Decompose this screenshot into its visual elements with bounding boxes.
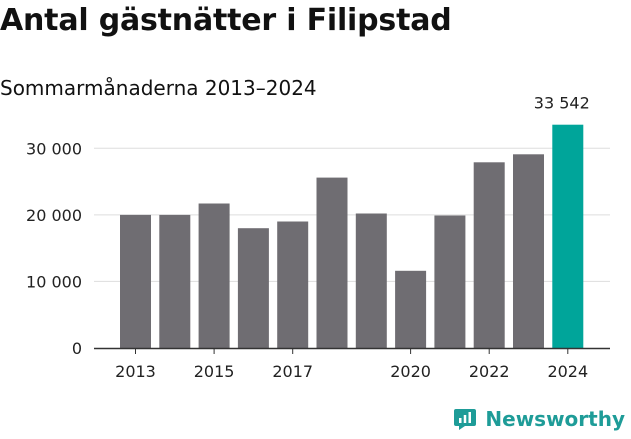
y-tick-label: 10 000: [26, 272, 82, 291]
brand-logo: Newsworthy: [453, 407, 625, 431]
newsworthy-logo-icon: [454, 409, 477, 430]
bar-2021: [434, 215, 466, 348]
bar-2015: [198, 203, 230, 348]
bar-2013: [120, 214, 151, 348]
x-tick-label: 2022: [469, 362, 510, 381]
bar-2014: [159, 214, 191, 348]
bar-2016: [237, 228, 269, 348]
x-tick-label: 2015: [194, 362, 235, 381]
y-tick-label: 30 000: [26, 139, 82, 158]
data-label: 33 542: [534, 94, 590, 113]
bar-2024: [552, 124, 584, 348]
labels: 0 10 000 20 000 30 000 2013 2015 2017 2020 2022 2…: [26, 94, 590, 381]
bar-2017: [277, 221, 309, 348]
brand-name: Newsworthy: [485, 407, 625, 431]
y-tick-label: 20 000: [26, 206, 82, 225]
chart-subtitle: Sommarmånaderna 2013–2024: [0, 76, 317, 100]
bar-2019: [355, 213, 387, 348]
bar-2020: [395, 270, 427, 348]
x-tick-label: 2020: [390, 362, 431, 381]
x-tick-label: 2017: [272, 362, 313, 381]
axes: [94, 347, 610, 354]
y-tick-label: 0: [72, 339, 82, 358]
x-tick-label: 2024: [547, 362, 588, 381]
bars: [120, 124, 584, 348]
x-tick-label: 2013: [115, 362, 156, 381]
bar-2023: [513, 154, 544, 348]
bar-2022: [473, 162, 505, 348]
bar-2018: [316, 177, 348, 348]
chart-title: Antal gästnätter i Filipstad: [0, 3, 452, 38]
